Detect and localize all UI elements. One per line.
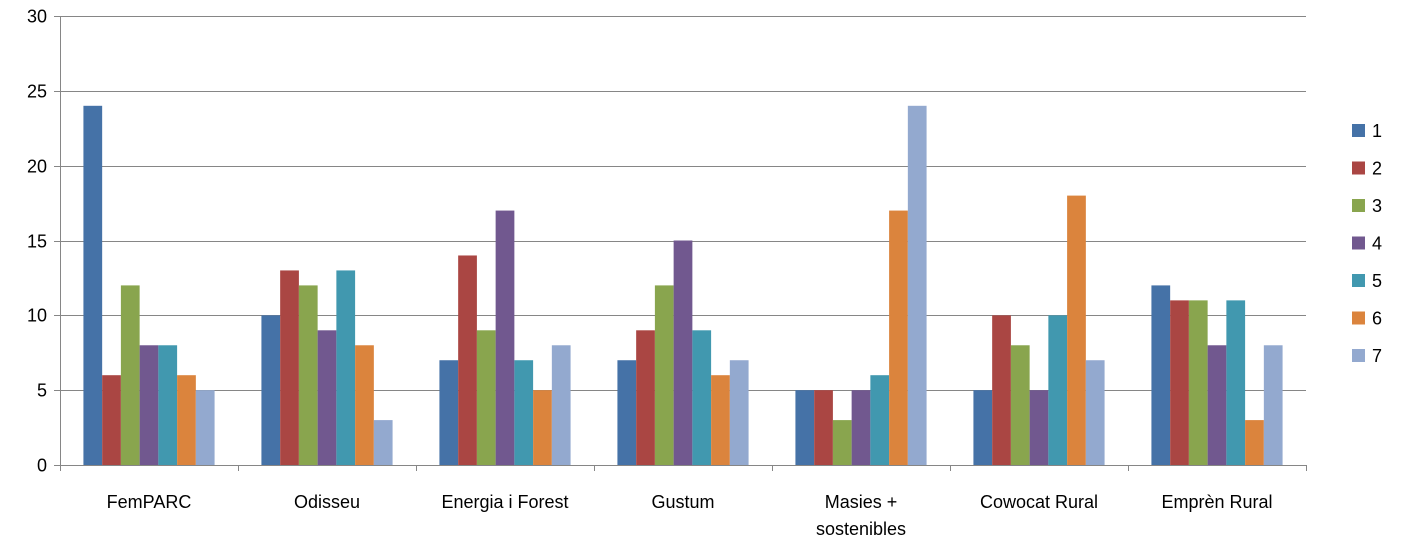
bar-series-5 <box>1226 300 1246 465</box>
legend-label-2: 2 <box>1372 159 1382 179</box>
bar-series-4 <box>673 240 693 465</box>
y-tick-label: 20 <box>27 157 47 177</box>
legend-label-7: 7 <box>1372 346 1382 366</box>
bar-series-3 <box>1188 300 1208 465</box>
legend-swatch-5 <box>1352 274 1365 287</box>
legend-swatch-6 <box>1352 311 1365 325</box>
bar-series-1 <box>1151 285 1171 465</box>
bar-series-1 <box>795 390 815 465</box>
bar-series-6 <box>711 375 730 465</box>
bar-series-3 <box>298 285 318 465</box>
legend-label-1: 1 <box>1372 121 1382 141</box>
x-tick-label: Cowocat Rural <box>980 492 1098 512</box>
legend-label-5: 5 <box>1372 271 1382 291</box>
y-tick-label: 25 <box>27 82 47 102</box>
bar-series-7 <box>729 360 749 465</box>
bar-series-3 <box>832 420 852 465</box>
x-tick-label: FemPARC <box>107 492 192 512</box>
bar-series-1 <box>83 105 103 466</box>
bar-series-5 <box>870 375 890 465</box>
legend-label-4: 4 <box>1372 234 1382 254</box>
x-tick-label: Emprèn Rural <box>1161 492 1272 512</box>
y-tick-label: 5 <box>37 381 47 401</box>
bar-series-2 <box>458 255 477 465</box>
bar-series-3 <box>654 285 674 465</box>
bar-series-6 <box>355 345 374 465</box>
y-tick-label: 30 <box>27 7 47 27</box>
bar-series-2 <box>1170 300 1189 465</box>
x-tick-label: Masies + <box>825 492 898 512</box>
legend-label-6: 6 <box>1372 309 1382 329</box>
bar-series-6 <box>177 375 196 465</box>
bar-series-7 <box>1263 345 1283 465</box>
bar-series-6 <box>1245 420 1264 465</box>
bar-series-3 <box>120 285 140 465</box>
bar-series-3 <box>476 330 496 465</box>
x-tick-label: Gustum <box>651 492 714 512</box>
bar-series-1 <box>973 390 993 465</box>
bar-series-1 <box>261 315 281 465</box>
x-axis-ticks: FemPARC Odisseu Energia i Forest Gustum Masi… <box>60 465 1307 539</box>
bar-series-2 <box>636 330 655 465</box>
x-tick-label: Odisseu <box>294 492 360 512</box>
bar-series-1 <box>439 360 459 465</box>
bar-series-4 <box>317 330 337 465</box>
x-tick-label: sostenibles <box>816 519 906 539</box>
y-tick-label: 0 <box>37 456 47 476</box>
bar-series-7 <box>373 420 393 465</box>
bar-series-6 <box>889 210 908 465</box>
bar-series-5 <box>158 345 178 465</box>
bar-series-6 <box>1067 195 1086 465</box>
bars <box>83 105 1283 466</box>
y-axis-ticks: 0 5 10 15 20 25 30 <box>27 7 60 476</box>
axes <box>60 16 1306 466</box>
bar-series-4 <box>495 210 515 465</box>
bar-series-5 <box>1048 315 1068 465</box>
legend-swatch-7 <box>1352 349 1365 362</box>
bar-series-4 <box>139 345 159 465</box>
bar-series-4 <box>851 390 871 465</box>
bar-series-2 <box>102 375 121 465</box>
y-tick-label: 15 <box>27 232 47 252</box>
bar-series-7 <box>551 345 571 465</box>
legend-label-3: 3 <box>1372 196 1382 216</box>
bar-series-5 <box>514 360 534 465</box>
legend: 1 2 3 4 5 6 7 <box>1352 121 1382 366</box>
bar-series-2 <box>280 270 299 465</box>
bar-series-3 <box>1010 345 1030 465</box>
bar-series-7 <box>195 390 215 465</box>
bar-series-6 <box>533 390 552 465</box>
legend-swatch-1 <box>1352 124 1365 137</box>
legend-swatch-2 <box>1352 161 1365 175</box>
bar-series-4 <box>1029 390 1049 465</box>
y-tick-label: 10 <box>27 306 47 326</box>
bar-series-1 <box>617 360 637 465</box>
bar-series-2 <box>992 315 1011 465</box>
bar-series-2 <box>814 390 833 465</box>
bar-series-7 <box>1085 360 1105 465</box>
bar-series-7 <box>907 105 927 466</box>
bar-series-4 <box>1207 345 1227 465</box>
bar-series-5 <box>692 330 712 465</box>
bar-series-5 <box>336 270 356 465</box>
x-tick-label: Energia i Forest <box>441 492 568 512</box>
legend-swatch-4 <box>1352 236 1365 250</box>
legend-swatch-3 <box>1352 199 1365 212</box>
